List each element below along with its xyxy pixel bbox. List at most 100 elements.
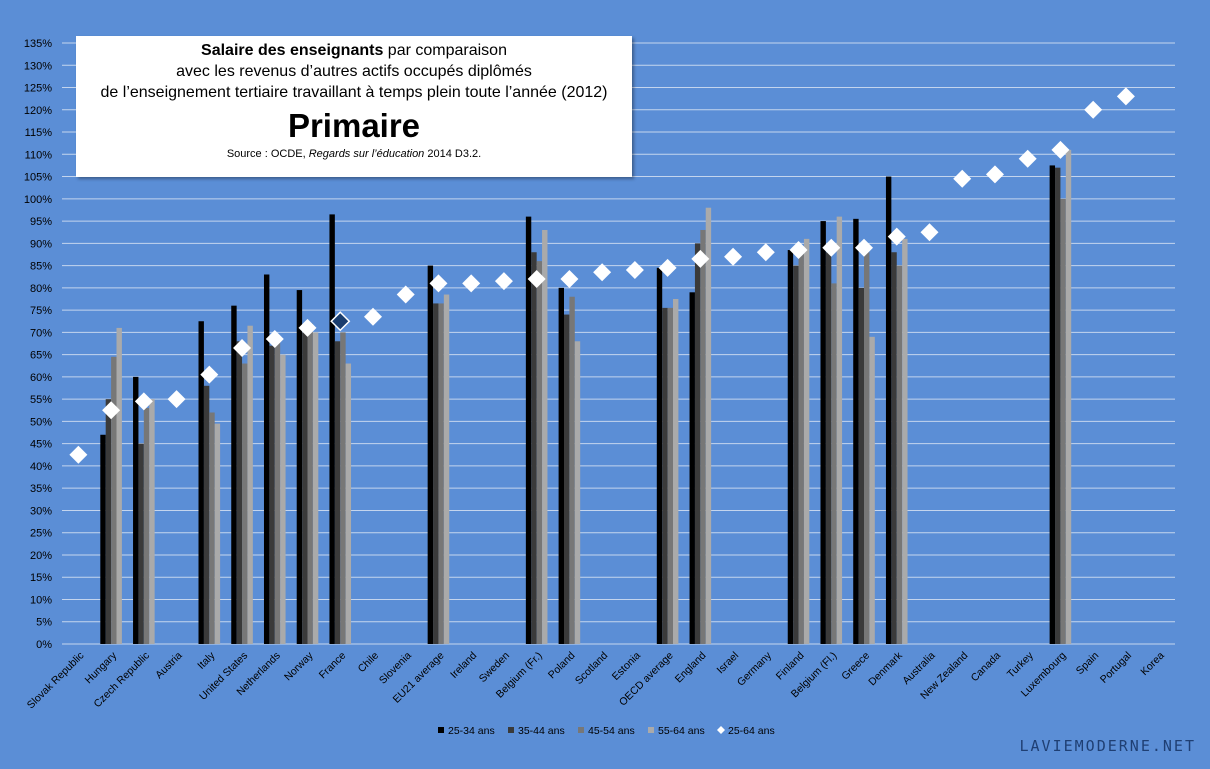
legend: 25-34 ans 35-44 ans 45-54 ans 55-64 ans 25-6… [438,725,775,737]
bar-25-34-ans-greece [853,218,859,644]
bar-55-64-ans-luxembourg [1065,149,1072,644]
bar-25-34-ans-italy [198,321,204,644]
y-axis-ticks: 0% 5% 10% 15% 20% 25% 30% 35% 40% 45% 50% 55% 60% 65%… [24,38,52,651]
title-line-1: Salaire des enseignants par comparaison [76,40,632,61]
x-tick-label: Portugal [1098,650,1134,686]
bar-55-64-ans-united-states [247,325,253,644]
bar-25-34-ans-eu21-average [427,265,434,644]
bar-45-54-ans-denmark [896,265,903,644]
marker-canada [985,165,1004,184]
legend-label: 25-64 ans [728,725,775,737]
bar-35-44-ans-luxembourg [1055,167,1061,644]
legend-label: 25-34 ans [448,725,495,737]
legend-swatch [438,727,444,733]
marker-france [330,311,351,332]
x-tick-label: Germany [735,649,775,689]
marker-turkey [1018,149,1037,168]
bar-45-54-ans-finland [798,252,804,644]
marker-denmark [887,227,906,246]
bar-45-54-ans-italy [209,412,215,644]
marker-slovak-republic [69,445,88,464]
x-tick-label: Chile [356,650,382,676]
title-box: Salaire des enseignants par comparaison … [76,36,632,177]
marker-greece [855,238,874,257]
marker-ireland [462,274,481,293]
bar-25-34-ans-france [329,214,335,644]
marker-austria [167,390,186,409]
y-tick-label: 55% [30,394,52,406]
marker-hungary [102,401,121,420]
y-tick-label: 115% [25,127,53,139]
x-tick-label: Scotland [573,650,610,687]
legend-label: 55-64 ans [658,725,705,737]
bar-45-54-ans-luxembourg [1060,198,1066,644]
marker-portugal [1116,87,1135,106]
title-line-2: avec les revenus d’autres actifs occupés… [176,63,532,80]
bar-45-54-ans-hungary [111,356,117,644]
y-tick-label: 100% [24,194,52,206]
bar-35-44-ans-oecd-average [662,307,668,644]
marker-spain [1084,100,1103,119]
y-tick-label: 135% [24,38,52,50]
y-tick-label: 15% [30,572,52,584]
y-tick-label: 65% [30,350,52,362]
bar-45-54-ans-united-states [242,363,248,644]
x-tick-label: Norway [282,649,316,683]
bar-55-64-ans-eu21-average [443,294,450,644]
bar-25-34-ans-belgium-fl- [820,221,826,644]
y-tick-label: 95% [30,216,52,228]
x-tick-label: France [317,650,349,682]
bar-55-64-ans-czech-republic [149,399,155,644]
marker-belgium-fr- [527,269,546,288]
bar-45-54-ans-france [340,332,346,644]
watermark: LAVIEMODERNE.NET [1019,737,1196,755]
x-tick-label: Spain [1074,650,1102,678]
legend-swatch [578,727,584,733]
bar-35-44-ans-czech-republic [138,443,144,644]
bar-25-34-ans-poland [558,287,564,644]
main-title: Primaire [287,107,421,144]
marker-norway [298,318,317,337]
bar-35-44-ans-united-states [236,341,243,644]
x-tick-label: England [673,650,709,686]
bar-35-44-ans-eu21-average [433,303,439,644]
y-tick-label: 30% [30,505,52,517]
x-tick-label: Israel [715,650,742,677]
marker-united-states [233,338,252,357]
marker-slovenia [396,285,415,304]
title-rest: par comparaison [383,42,507,59]
y-tick-label: 105% [24,172,52,184]
legend-label: 35-44 ans [518,725,565,737]
x-tick-label: Korea [1138,650,1166,678]
x-tick-label: Ireland [448,650,479,681]
bar-35-44-ans-poland [563,314,570,644]
bar-35-44-ans-belgium-fl- [825,252,832,644]
bar-25-34-ans-finland [787,250,794,644]
y-tick-label: 5% [36,617,52,629]
bar-55-64-ans-netherlands [280,354,286,644]
y-tick-label: 75% [30,305,52,317]
marker-germany [756,243,775,262]
legend-label: 45-54 ans [588,725,635,737]
x-tick-label: Denmark [866,649,905,688]
legend-swatch [717,726,725,734]
y-tick-label: 110% [25,149,53,161]
bar-35-44-ans-netherlands [269,345,275,644]
y-tick-label: 85% [30,261,52,273]
bar-35-44-ans-hungary [105,399,112,644]
bar-35-44-ans-italy [203,385,210,644]
marker-israel [724,247,743,266]
y-tick-label: 60% [30,372,52,384]
bar-45-54-ans-belgium-fl- [831,283,837,644]
marker-finland [789,241,808,260]
y-tick-label: 80% [30,283,52,295]
bar-55-64-ans-belgium-fl- [836,216,843,644]
source-note: Source : OCDE, Regards sur l’éducation 2… [76,147,632,161]
y-tick-label: 130% [24,60,52,72]
bar-55-64-ans-belgium-fr- [542,229,548,644]
bar-25-34-ans-england [689,292,695,644]
legend-swatch [508,727,514,733]
bar-45-54-ans-oecd-average [667,307,674,644]
bar-45-54-ans-greece [864,252,870,644]
